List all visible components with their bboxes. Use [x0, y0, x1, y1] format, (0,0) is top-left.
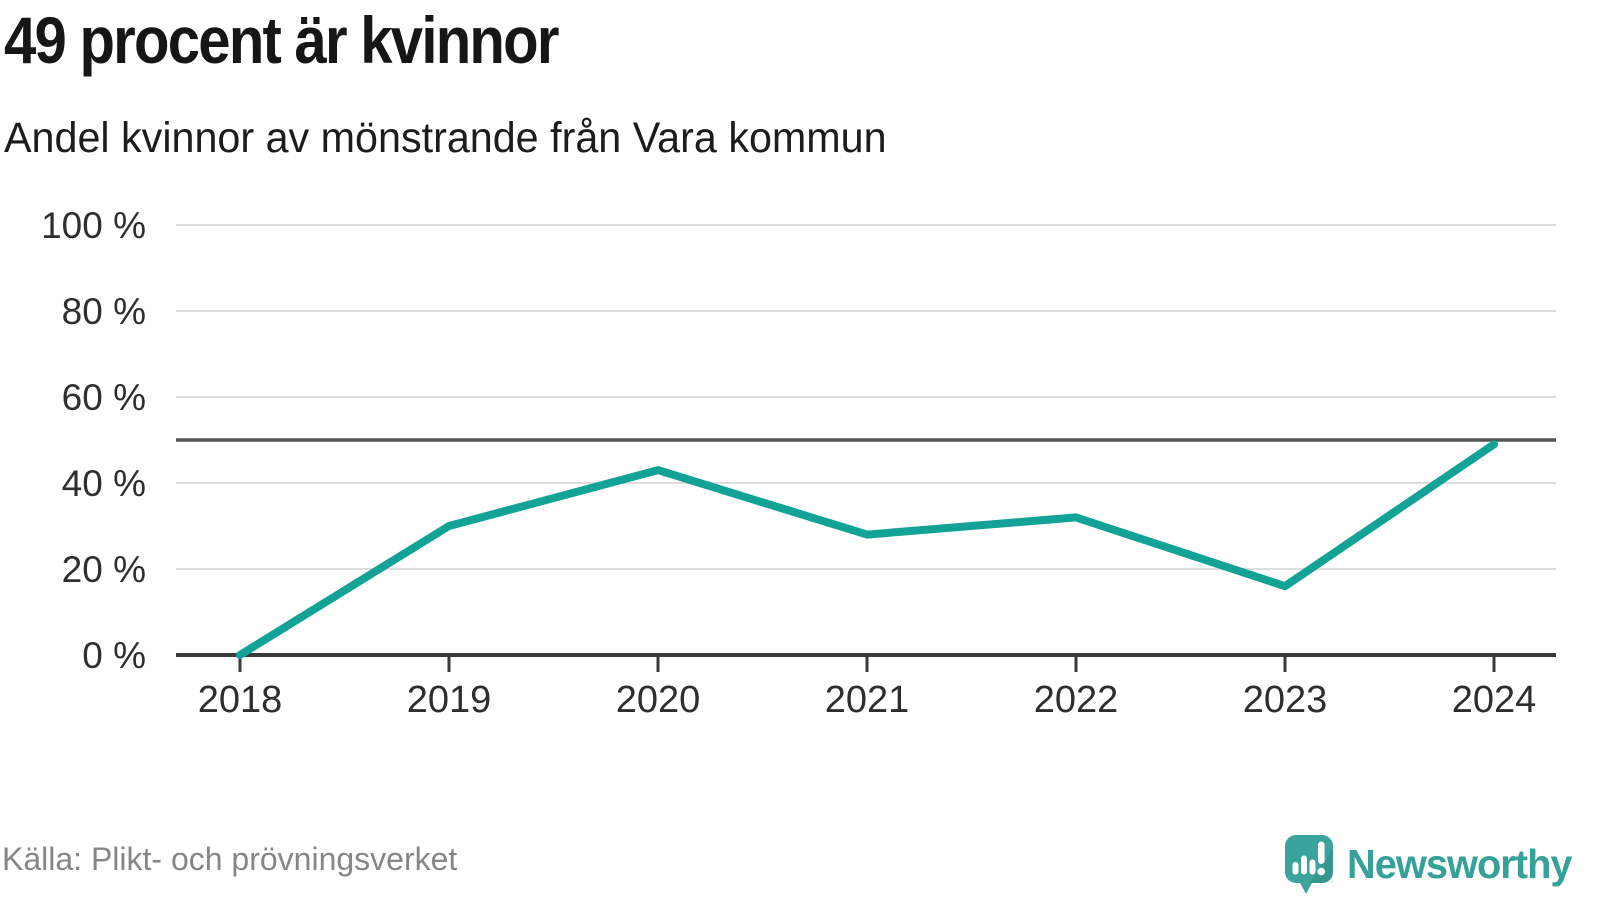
x-axis-label: 2022 — [1034, 679, 1119, 721]
newsworthy-wordmark: Newsworthy — [1347, 841, 1573, 887]
x-axis-label: 2021 — [825, 679, 910, 721]
newsworthy-logo: Newsworthy — [1284, 834, 1579, 895]
y-axis-label: 60 % — [62, 377, 146, 418]
x-axis-label: 2019 — [407, 679, 492, 721]
newsworthy-logo-icon — [1285, 835, 1333, 894]
source-note: Källa: Plikt- och prövningsverket — [2, 841, 458, 877]
y-axis-label: 100 % — [41, 205, 146, 246]
y-axis-label: 20 % — [62, 549, 146, 590]
x-axis-label: 2018 — [198, 679, 283, 721]
x-axis-label: 2020 — [616, 679, 701, 721]
x-axis-label: 2024 — [1452, 679, 1537, 721]
y-axis-label: 80 % — [62, 291, 146, 332]
data-line — [236, 440, 1498, 659]
chart-title: 49 procent är kvinnor — [4, 3, 559, 77]
y-axis-label: 0 % — [82, 635, 146, 676]
x-axis-label: 2023 — [1243, 679, 1328, 721]
y-axis-label: 40 % — [62, 463, 146, 504]
chart-subtitle: Andel kvinnor av mönstrande från Vara ko… — [4, 114, 887, 162]
